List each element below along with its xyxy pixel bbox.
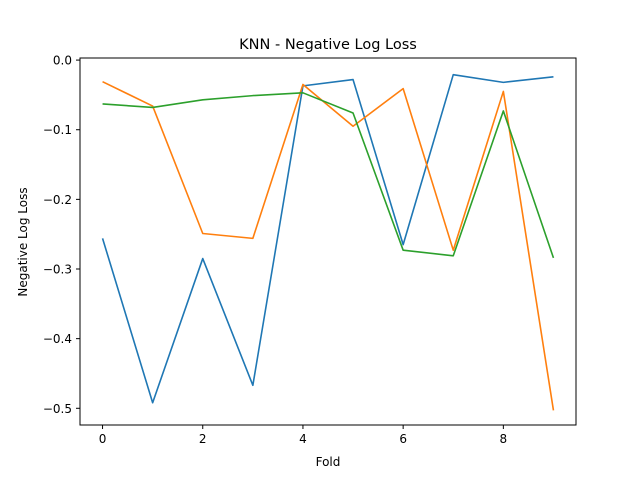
y-axis-label: Negative Log Loss <box>16 187 30 296</box>
y-tick-label: −0.1 <box>43 123 72 137</box>
y-tick-label: −0.4 <box>43 332 72 346</box>
series-layer <box>101 73 555 411</box>
y-tick-label: −0.2 <box>43 193 72 207</box>
series-line-3 <box>102 92 555 259</box>
x-tick-label: 6 <box>399 432 407 446</box>
series-line-2 <box>102 80 555 411</box>
y-tick-label: −0.5 <box>43 402 72 416</box>
chart-title: KNN - Negative Log Loss <box>239 37 417 53</box>
x-tick-label: 8 <box>500 432 508 446</box>
series-line-1 <box>101 73 554 404</box>
y-tick-label: −0.3 <box>43 263 72 277</box>
y-tick-label: 0.0 <box>53 54 72 68</box>
x-tick-label: 0 <box>99 432 107 446</box>
x-axis-label: Fold <box>316 455 341 469</box>
x-tick-label: 4 <box>299 432 307 446</box>
tick-layer: 0 2 4 6 8 0.0 −0.1 −0.2 −0.3 −0.4 −0.5 <box>43 54 507 446</box>
x-tick-label: 2 <box>199 432 207 446</box>
plot-frame <box>79 57 577 426</box>
